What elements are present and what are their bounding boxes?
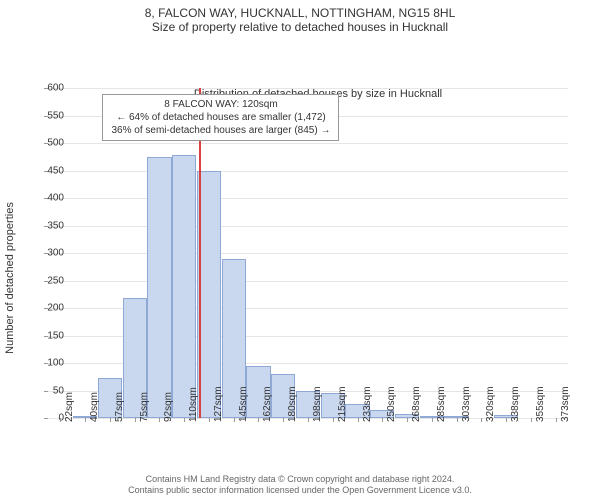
info-box-line2: ← 64% of detached houses are smaller (1,… xyxy=(111,111,330,124)
x-tick-mark xyxy=(382,418,383,422)
grid-line xyxy=(48,281,568,282)
x-tick-mark xyxy=(85,418,86,422)
x-tick-mark xyxy=(308,418,309,422)
x-tick-mark xyxy=(457,418,458,422)
x-tick-label: 145sqm xyxy=(238,386,249,422)
y-tick-label: 550 xyxy=(36,110,64,121)
chart-container: 8, FALCON WAY, HUCKNALL, NOTTINGHAM, NG1… xyxy=(0,0,600,500)
x-tick-mark xyxy=(531,418,532,422)
x-tick-mark xyxy=(184,418,185,422)
footer-line1: Contains HM Land Registry data © Crown c… xyxy=(0,474,600,485)
x-tick-label: 373sqm xyxy=(560,386,571,422)
x-tick-label: 338sqm xyxy=(510,386,521,422)
x-tick-mark xyxy=(258,418,259,422)
x-tick-label: 162sqm xyxy=(262,386,273,422)
x-tick-label: 75sqm xyxy=(139,392,150,422)
x-tick-label: 268sqm xyxy=(411,386,422,422)
x-tick-label: 110sqm xyxy=(188,387,199,422)
x-tick-label: 22sqm xyxy=(64,392,75,422)
grid-line xyxy=(48,226,568,227)
x-tick-mark xyxy=(407,418,408,422)
x-tick-label: 215sqm xyxy=(337,386,348,422)
x-tick-mark xyxy=(283,418,284,422)
grid-line xyxy=(48,171,568,172)
x-tick-mark xyxy=(481,418,482,422)
x-tick-mark xyxy=(556,418,557,422)
x-tick-mark xyxy=(506,418,507,422)
x-tick-label: 355sqm xyxy=(535,386,546,422)
y-tick-label: 400 xyxy=(36,193,64,204)
info-box: 8 FALCON WAY: 120sqm← 64% of detached ho… xyxy=(102,94,339,141)
grid-line xyxy=(48,88,568,89)
chart-area: Number of detached properties 8 FALCON W… xyxy=(48,88,588,468)
x-tick-mark xyxy=(234,418,235,422)
chart-title-line2: Size of property relative to detached ho… xyxy=(0,20,600,38)
footer-line2: Contains public sector information licen… xyxy=(0,485,600,496)
histogram-bar xyxy=(172,155,196,418)
y-tick-label: 200 xyxy=(36,303,64,314)
x-tick-mark xyxy=(432,418,433,422)
y-tick-label: 350 xyxy=(36,220,64,231)
y-tick-label: 100 xyxy=(36,358,64,369)
x-tick-mark xyxy=(159,418,160,422)
attribution-footer: Contains HM Land Registry data © Crown c… xyxy=(0,474,600,496)
x-tick-mark xyxy=(333,418,334,422)
x-tick-label: 285sqm xyxy=(436,386,447,422)
x-tick-label: 127sqm xyxy=(213,386,224,422)
grid-line xyxy=(48,253,568,254)
x-tick-label: 250sqm xyxy=(386,386,397,422)
x-tick-mark xyxy=(110,418,111,422)
grid-line xyxy=(48,198,568,199)
info-box-line1: 8 FALCON WAY: 120sqm xyxy=(111,98,330,111)
chart-title-line1: 8, FALCON WAY, HUCKNALL, NOTTINGHAM, NG1… xyxy=(0,0,600,20)
y-tick-label: 250 xyxy=(36,275,64,286)
x-tick-label: 40sqm xyxy=(89,392,100,422)
x-tick-label: 320sqm xyxy=(485,386,496,422)
y-tick-label: 450 xyxy=(36,165,64,176)
x-tick-label: 180sqm xyxy=(287,386,298,422)
y-tick-label: 500 xyxy=(36,138,64,149)
x-tick-label: 303sqm xyxy=(461,386,472,422)
x-tick-mark xyxy=(135,418,136,422)
x-tick-label: 92sqm xyxy=(163,392,174,422)
info-box-line3: 36% of semi-detached houses are larger (… xyxy=(111,124,330,137)
x-tick-mark xyxy=(60,418,61,422)
x-tick-mark xyxy=(358,418,359,422)
plot-region: 8 FALCON WAY: 120sqm← 64% of detached ho… xyxy=(48,88,568,419)
x-tick-mark xyxy=(209,418,210,422)
y-tick-label: 300 xyxy=(36,248,64,259)
x-tick-label: 233sqm xyxy=(362,386,373,422)
y-tick-label: 150 xyxy=(36,330,64,341)
y-axis-label: Number of detached properties xyxy=(4,202,16,354)
y-tick-label: 50 xyxy=(36,385,64,396)
x-tick-label: 198sqm xyxy=(312,386,323,422)
x-tick-label: 57sqm xyxy=(114,392,125,422)
y-tick-label: 600 xyxy=(36,83,64,94)
grid-line xyxy=(48,143,568,144)
histogram-bar xyxy=(147,157,171,418)
